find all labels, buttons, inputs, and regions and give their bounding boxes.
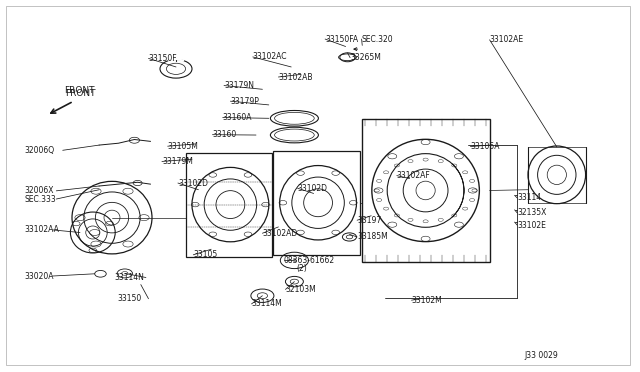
Text: J33 0029: J33 0029 [525, 351, 559, 360]
Text: 33105M: 33105M [168, 142, 198, 151]
Text: 33102AF: 33102AF [397, 171, 431, 180]
Text: FRONT: FRONT [64, 86, 95, 95]
Text: 33185M: 33185M [357, 232, 388, 241]
Text: 33150F: 33150F [148, 54, 177, 63]
Text: 33265M: 33265M [350, 53, 381, 62]
Text: 33102AA: 33102AA [24, 225, 59, 234]
Text: 32103M: 32103M [285, 285, 316, 294]
Text: 33102AE: 33102AE [490, 35, 524, 44]
Text: SEC.333: SEC.333 [24, 195, 56, 203]
Text: 33105: 33105 [193, 250, 218, 259]
Bar [362, 119, 490, 262]
Text: 33102AD: 33102AD [262, 229, 298, 238]
Text: 32006X: 32006X [24, 186, 54, 195]
Text: 33179N: 33179N [224, 81, 254, 90]
Text: 33020A: 33020A [24, 272, 54, 280]
Text: 33114: 33114 [517, 193, 541, 202]
Text: 33102D: 33102D [178, 179, 208, 187]
Text: 32006Q: 32006Q [24, 146, 54, 155]
Text: 08363-61662: 08363-61662 [284, 256, 335, 265]
Text: 33150: 33150 [117, 294, 141, 303]
Text: 33102M: 33102M [412, 296, 442, 305]
Text: 33102E: 33102E [517, 221, 546, 230]
Text: FRONT: FRONT [65, 89, 96, 98]
Text: 33150FA: 33150FA [325, 35, 358, 44]
Text: 33179M: 33179M [162, 157, 193, 166]
Text: 33102D: 33102D [298, 184, 328, 193]
Text: 33105A: 33105A [470, 142, 500, 151]
Text: 33160A: 33160A [223, 113, 252, 122]
Text: 33197: 33197 [357, 216, 381, 225]
Text: 33114N: 33114N [114, 273, 144, 282]
Text: 33114M: 33114M [252, 299, 282, 308]
Text: 33102AC: 33102AC [253, 52, 287, 61]
Text: 33160: 33160 [212, 130, 237, 139]
Text: 33179P: 33179P [230, 97, 259, 106]
Text: SEC.320: SEC.320 [362, 35, 393, 44]
Bar [273, 151, 360, 255]
Text: 33102AB: 33102AB [278, 73, 313, 81]
Bar [186, 153, 272, 257]
Text: 32135X: 32135X [517, 208, 547, 217]
Text: S: S [292, 258, 296, 263]
Text: (2): (2) [296, 264, 307, 273]
